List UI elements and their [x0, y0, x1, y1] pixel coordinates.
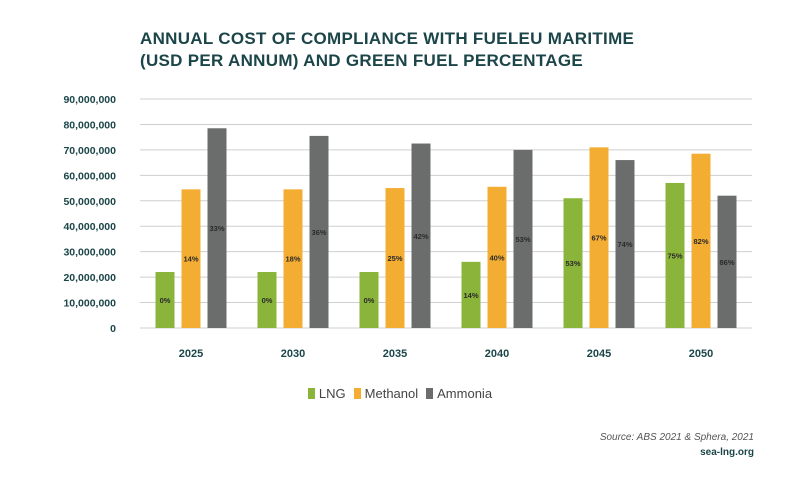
y-tick-label: 70,000,000	[63, 145, 116, 157]
bar-ammonia	[717, 195, 737, 328]
x-tick-label: 2030	[281, 348, 305, 360]
y-tick-label: 0	[110, 323, 116, 335]
data-label: 33%	[209, 224, 224, 233]
data-label: 25%	[387, 254, 402, 263]
data-label: 14%	[463, 291, 478, 300]
bar-lng	[461, 261, 481, 328]
bar-lng	[665, 182, 685, 328]
y-tick-label: 80,000,000	[63, 119, 116, 131]
data-label: 0%	[160, 296, 171, 305]
data-label: 42%	[413, 232, 428, 241]
legend-swatch	[307, 388, 315, 399]
bar-methanol	[385, 188, 405, 328]
bar-ammonia	[207, 128, 227, 328]
data-label: 0%	[262, 296, 273, 305]
bar-lng	[257, 272, 277, 328]
bar-ammonia	[309, 135, 329, 328]
y-tick-label: 30,000,000	[63, 247, 116, 259]
data-label: 36%	[311, 228, 326, 237]
legend-item-ammonia: Ammonia	[426, 386, 492, 401]
legend-item-methanol: Methanol	[353, 386, 419, 401]
y-tick-label: 60,000,000	[63, 170, 116, 182]
bar-ammonia	[513, 149, 533, 328]
y-tick-label: 10,000,000	[63, 298, 116, 310]
legend-swatch	[353, 388, 361, 399]
data-label: 18%	[285, 255, 300, 264]
source-note: Source: ABS 2021 & Sphera, 2021	[599, 432, 754, 443]
y-tick-label: 40,000,000	[63, 221, 116, 233]
legend-swatch	[426, 388, 434, 399]
bar-lng	[359, 272, 379, 328]
data-label: 75%	[667, 251, 682, 260]
data-label: 74%	[617, 240, 632, 249]
title-line-1: ANNUAL COST OF COMPLIANCE WITH FUELEU MA…	[140, 29, 635, 48]
bar-ammonia	[411, 143, 431, 328]
x-tick-label: 2045	[587, 348, 611, 360]
legend-label: Ammonia	[437, 386, 493, 401]
data-label: 67%	[591, 234, 606, 243]
bar-ammonia	[615, 160, 635, 328]
bar-chart: 0 10,000,000 20,000,000 30,000,000 40,000,00…	[63, 94, 752, 360]
legend-label: Methanol	[364, 386, 419, 401]
x-tick-label: 2025	[179, 348, 203, 360]
data-label: 53%	[565, 259, 580, 268]
legend-label: LNG	[318, 386, 346, 401]
title-line-2: (USD PER ANNUM) AND GREEN FUEL PERCENTAG…	[140, 51, 583, 70]
bar-methanol	[181, 189, 201, 328]
bar-methanol	[487, 186, 507, 328]
legend: LNG Methanol Ammonia	[0, 386, 800, 402]
x-tick-label: 2035	[383, 348, 407, 360]
data-label: 0%	[364, 296, 375, 305]
data-label: 86%	[719, 258, 734, 267]
y-tick-label: 20,000,000	[63, 272, 116, 284]
site-url: sea-lng.org	[700, 447, 754, 458]
data-label: 14%	[183, 255, 198, 264]
chart-title: ANNUAL COST OF COMPLIANCE WITH FUELEU MA…	[140, 28, 634, 72]
bar-methanol	[691, 153, 711, 328]
x-tick-label: 2040	[485, 348, 509, 360]
bar-lng	[563, 198, 583, 328]
x-tick-label: 2050	[689, 348, 713, 360]
bar-lng	[155, 272, 175, 328]
bar-methanol	[283, 189, 303, 328]
y-tick-label: 90,000,000	[63, 94, 116, 106]
legend-item-lng: LNG	[307, 386, 346, 401]
y-tick-label: 50,000,000	[63, 196, 116, 208]
data-label: 40%	[489, 253, 504, 262]
data-label: 82%	[693, 237, 708, 246]
data-label: 53%	[515, 235, 530, 244]
bar-methanol	[589, 147, 609, 328]
